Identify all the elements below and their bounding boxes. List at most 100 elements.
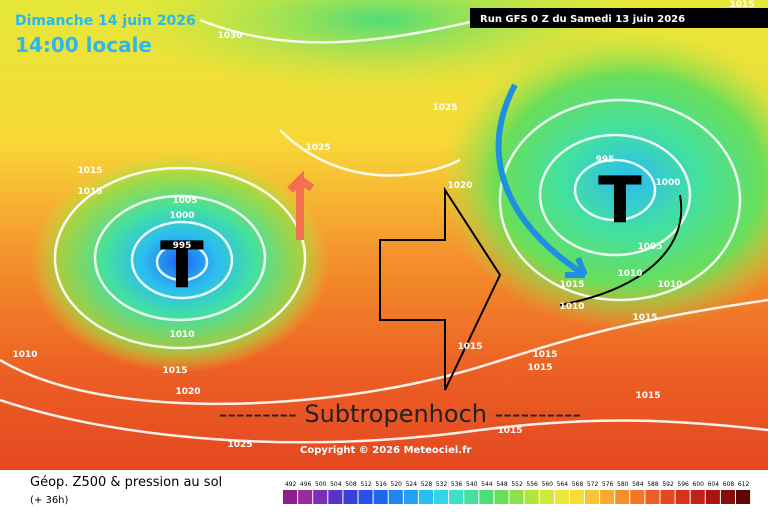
scale-label: 592 bbox=[662, 481, 674, 488]
scale-label: 532 bbox=[436, 481, 448, 488]
scale-swatch bbox=[403, 490, 418, 504]
isobar-label: 1010 bbox=[12, 350, 37, 360]
isobars bbox=[0, 8, 768, 444]
isobar-label: 1015 bbox=[527, 363, 552, 373]
scale-label: 504 bbox=[330, 481, 342, 488]
scale-swatch bbox=[358, 490, 373, 504]
scale-swatch bbox=[464, 490, 479, 504]
scale-swatch bbox=[630, 490, 645, 504]
scale-label: 520 bbox=[391, 481, 403, 488]
lead: (+ 36h) bbox=[30, 495, 69, 506]
scale-swatch bbox=[645, 490, 660, 504]
isobar-label: 1015 bbox=[162, 366, 187, 376]
run-box bbox=[470, 8, 768, 28]
scale-swatch bbox=[675, 490, 690, 504]
scale-swatch bbox=[569, 490, 584, 504]
isobar-label: 1015 bbox=[559, 280, 584, 290]
scale-label: 528 bbox=[421, 481, 433, 488]
scale-label: 608 bbox=[723, 481, 735, 488]
scale-swatch bbox=[736, 490, 751, 504]
scale-label: 524 bbox=[406, 481, 418, 488]
scale-label: 544 bbox=[481, 481, 493, 488]
scale-label: 576 bbox=[602, 481, 614, 488]
scale-label: 552 bbox=[511, 481, 523, 488]
isobar-label: 1000 bbox=[169, 211, 194, 221]
isobar-label: 1010 bbox=[559, 302, 584, 312]
scale-swatch bbox=[283, 490, 298, 504]
isobar-label: 1025 bbox=[305, 143, 330, 153]
scale-swatch bbox=[449, 490, 464, 504]
scale-label: 556 bbox=[526, 481, 538, 488]
isobar-label: 1010 bbox=[169, 330, 194, 340]
scale-swatch bbox=[328, 490, 343, 504]
scale-label: 612 bbox=[738, 481, 750, 488]
scale-label: 584 bbox=[632, 481, 644, 488]
scale-swatch bbox=[720, 490, 735, 504]
scale-swatch bbox=[373, 490, 388, 504]
isobar-label: 1020 bbox=[175, 387, 200, 397]
scale-label: 580 bbox=[617, 481, 629, 488]
scale-label: 560 bbox=[542, 481, 554, 488]
isobar-label: 1025 bbox=[227, 440, 252, 450]
scale-swatch bbox=[524, 490, 539, 504]
scale-swatch bbox=[554, 490, 569, 504]
isobar-label: 1010 bbox=[617, 269, 642, 279]
scale-swatch bbox=[298, 490, 313, 504]
scale-label: 548 bbox=[496, 481, 508, 488]
scale-swatch bbox=[660, 490, 675, 504]
time: 14:00 locale bbox=[15, 33, 152, 57]
scale-label: 500 bbox=[315, 481, 327, 488]
scale-label: 568 bbox=[572, 481, 584, 488]
isobar-label: 1015 bbox=[457, 342, 482, 352]
isobar-label: 995 bbox=[596, 155, 615, 165]
run: Run GFS 0 Z du Samedi 13 juin 2026 bbox=[480, 14, 685, 25]
scale-label: 516 bbox=[375, 481, 387, 488]
annotation: --------- Subtropenhoch ---------- bbox=[219, 400, 581, 428]
isobar-label: 1020 bbox=[447, 181, 472, 191]
isobar-label: 1015 bbox=[77, 166, 102, 176]
isobar-label: 1030 bbox=[217, 31, 242, 41]
front bbox=[559, 194, 683, 306]
scale-swatch bbox=[313, 490, 328, 504]
scale-label: 508 bbox=[345, 481, 357, 488]
scale-swatch bbox=[434, 490, 449, 504]
scale-swatch bbox=[690, 490, 705, 504]
isobar-label: 1015 bbox=[632, 313, 657, 323]
scale-label: 588 bbox=[647, 481, 659, 488]
isobar-label: 1015 bbox=[77, 187, 102, 197]
field bbox=[30, 152, 330, 372]
date: Dimanche 14 juin 2026 bbox=[15, 13, 196, 29]
scale-swatch bbox=[705, 490, 720, 504]
scale-swatch bbox=[418, 490, 433, 504]
high-arrow bbox=[379, 186, 502, 391]
scale-swatch bbox=[539, 490, 554, 504]
scale-label: 596 bbox=[677, 481, 689, 488]
scale-swatch bbox=[479, 490, 494, 504]
arrow bbox=[287, 170, 315, 240]
arrow bbox=[495, 83, 588, 278]
scale-swatch bbox=[600, 490, 615, 504]
isobar-label: 1000 bbox=[655, 178, 680, 188]
isobar-label: 1015 bbox=[497, 426, 522, 436]
isobar-label: 1005 bbox=[637, 242, 662, 252]
scale-swatch bbox=[509, 490, 524, 504]
scale-swatch bbox=[343, 490, 358, 504]
scale-label: 496 bbox=[300, 481, 312, 488]
isobar-label: 1025 bbox=[432, 103, 457, 113]
isobar-label: 1005 bbox=[172, 196, 197, 206]
scale-label: 492 bbox=[285, 481, 297, 488]
field bbox=[440, 30, 768, 330]
scale-swatch bbox=[585, 490, 600, 504]
low-label: T bbox=[598, 164, 642, 238]
scale-swatch bbox=[494, 490, 509, 504]
footer-title: Géop. Z500 & pression au sol bbox=[30, 475, 222, 490]
scale-label: 604 bbox=[708, 481, 720, 488]
isobar-label: 1010 bbox=[657, 280, 682, 290]
scale-label: 512 bbox=[360, 481, 372, 488]
scale-swatch bbox=[615, 490, 630, 504]
isobar-label: 1015 bbox=[532, 350, 557, 360]
isobar-label: 1015 bbox=[729, 0, 754, 10]
scale-label: 600 bbox=[693, 481, 705, 488]
copyright: Copyright © 2026 Meteociel.fr bbox=[300, 445, 471, 456]
